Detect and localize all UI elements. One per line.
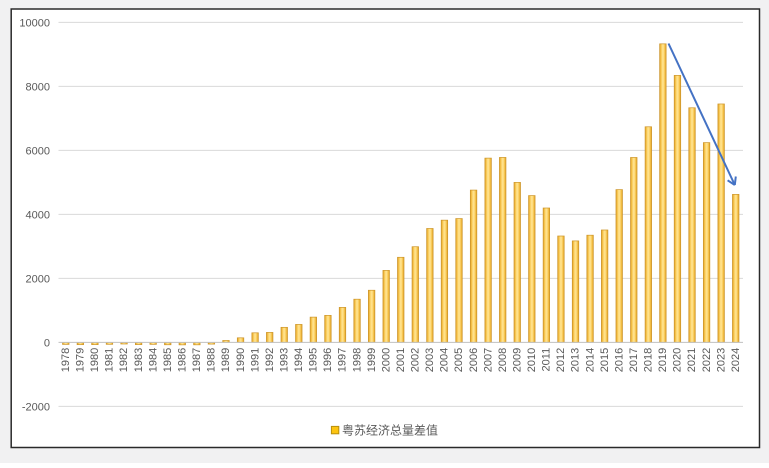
svg-text:1982: 1982 bbox=[118, 348, 130, 372]
svg-text:1991: 1991 bbox=[249, 348, 261, 372]
svg-text:1996: 1996 bbox=[322, 348, 334, 372]
svg-text:1995: 1995 bbox=[308, 348, 320, 372]
svg-text:粤苏经济总量差值: 粤苏经济总量差值 bbox=[342, 423, 438, 438]
svg-text:2020: 2020 bbox=[672, 348, 684, 372]
svg-text:2006: 2006 bbox=[468, 348, 480, 372]
svg-text:2024: 2024 bbox=[730, 348, 742, 372]
svg-text:2021: 2021 bbox=[686, 348, 698, 372]
svg-text:8000: 8000 bbox=[26, 82, 50, 94]
svg-text:10000: 10000 bbox=[19, 18, 50, 30]
svg-text:1983: 1983 bbox=[133, 348, 145, 372]
svg-text:1988: 1988 bbox=[206, 348, 218, 372]
svg-text:2010: 2010 bbox=[526, 348, 538, 372]
svg-text:2005: 2005 bbox=[453, 348, 465, 372]
svg-text:2013: 2013 bbox=[570, 348, 582, 372]
svg-text:1999: 1999 bbox=[366, 348, 378, 372]
svg-text:1979: 1979 bbox=[75, 348, 87, 372]
svg-text:1997: 1997 bbox=[337, 348, 349, 372]
svg-text:2007: 2007 bbox=[482, 348, 494, 372]
svg-text:1985: 1985 bbox=[162, 348, 174, 372]
svg-text:1987: 1987 bbox=[191, 348, 203, 372]
svg-text:1989: 1989 bbox=[220, 348, 232, 372]
svg-text:2001: 2001 bbox=[395, 348, 407, 372]
svg-text:2011: 2011 bbox=[541, 348, 553, 372]
svg-text:1980: 1980 bbox=[89, 348, 101, 372]
svg-text:1992: 1992 bbox=[264, 348, 276, 372]
svg-text:2015: 2015 bbox=[599, 348, 611, 372]
svg-text:2012: 2012 bbox=[555, 348, 567, 372]
svg-text:2003: 2003 bbox=[424, 348, 436, 372]
svg-text:-2000: -2000 bbox=[22, 402, 50, 414]
svg-text:4000: 4000 bbox=[26, 210, 50, 222]
svg-text:2017: 2017 bbox=[628, 348, 640, 372]
svg-text:2008: 2008 bbox=[497, 348, 509, 372]
svg-text:2002: 2002 bbox=[410, 348, 422, 372]
svg-text:1993: 1993 bbox=[278, 348, 290, 372]
svg-text:1986: 1986 bbox=[176, 348, 188, 372]
svg-text:2000: 2000 bbox=[380, 348, 392, 372]
svg-text:1994: 1994 bbox=[293, 348, 305, 372]
svg-text:2022: 2022 bbox=[701, 348, 713, 372]
svg-text:2019: 2019 bbox=[657, 348, 669, 372]
svg-text:2004: 2004 bbox=[439, 348, 451, 372]
svg-text:6000: 6000 bbox=[26, 146, 50, 158]
svg-text:2016: 2016 bbox=[613, 348, 625, 372]
svg-text:1981: 1981 bbox=[104, 348, 116, 372]
svg-text:1998: 1998 bbox=[351, 348, 363, 372]
svg-text:2000: 2000 bbox=[26, 274, 50, 286]
svg-text:1990: 1990 bbox=[235, 348, 247, 372]
svg-text:2018: 2018 bbox=[643, 348, 655, 372]
svg-text:2014: 2014 bbox=[584, 348, 596, 372]
svg-text:1984: 1984 bbox=[147, 348, 159, 372]
svg-text:2009: 2009 bbox=[511, 348, 523, 372]
svg-text:1978: 1978 bbox=[60, 348, 72, 372]
svg-text:2023: 2023 bbox=[715, 348, 727, 372]
svg-text:0: 0 bbox=[44, 338, 50, 350]
